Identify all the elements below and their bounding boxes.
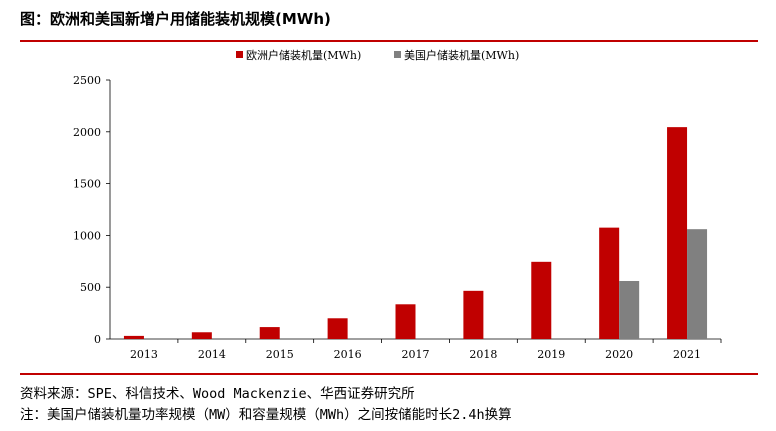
bar-chart: 欧洲户储装机量(MWh) 美国户储装机量(MWh) 0 500 1000 1500 20… xyxy=(73,48,722,361)
bar-europe-2016 xyxy=(327,318,348,339)
y-axis: 0 500 1000 1500 2000 2500 xyxy=(73,74,110,346)
footnote: 注：美国户储装机量功率规模（MW）和容量规模（MWh）之间按储能时长2.4h换算 xyxy=(20,407,512,423)
y-tick-label: 2000 xyxy=(73,126,101,139)
legend-swatch-europe xyxy=(236,51,243,58)
x-tick-label: 2021 xyxy=(673,348,701,361)
y-tick-label: 0 xyxy=(94,333,101,346)
bar-europe-2020 xyxy=(599,227,620,339)
bottom-divider xyxy=(20,373,758,375)
bar-usa-2020 xyxy=(619,280,640,339)
x-tick-label: 2019 xyxy=(537,348,565,361)
x-tick-label: 2017 xyxy=(402,348,430,361)
bar-europe-2019 xyxy=(531,261,552,339)
legend-label-usa: 美国户储装机量(MWh) xyxy=(404,48,519,62)
bar-usa-2021 xyxy=(687,229,708,339)
legend-swatch-usa xyxy=(394,51,401,58)
x-tick-label: 2015 xyxy=(266,348,294,361)
x-axis: 2013 2014 2015 2016 2017 2018 2019 2020 2021 xyxy=(130,339,722,361)
x-tick-label: 2013 xyxy=(130,348,158,361)
y-tick-label: 1500 xyxy=(73,178,101,191)
x-tick-label: 2020 xyxy=(605,348,633,361)
y-tick-label: 2500 xyxy=(73,74,101,87)
x-tick-label: 2016 xyxy=(334,348,362,361)
y-tick-label: 1000 xyxy=(73,229,101,242)
x-tick-label: 2018 xyxy=(469,348,497,361)
bar-europe-2017 xyxy=(395,304,416,339)
source-note: 资料来源：SPE、科信技术、Wood Mackenzie、华西证券研究所 xyxy=(20,386,415,402)
legend-label-europe: 欧洲户储装机量(MWh) xyxy=(246,48,361,62)
bar-europe-2014 xyxy=(191,332,212,339)
bars xyxy=(123,127,708,339)
bar-europe-2018 xyxy=(463,290,484,339)
y-tick-label: 500 xyxy=(80,281,101,294)
bar-europe-2013 xyxy=(123,335,144,339)
bar-europe-2015 xyxy=(259,327,280,339)
top-divider xyxy=(20,40,758,42)
bar-europe-2021 xyxy=(667,127,688,339)
chart-title: 图：欧洲和美国新增户用储能装机规模(MWh) xyxy=(20,10,331,28)
x-tick-label: 2014 xyxy=(198,348,226,361)
legend: 欧洲户储装机量(MWh) 美国户储装机量(MWh) xyxy=(236,48,519,62)
